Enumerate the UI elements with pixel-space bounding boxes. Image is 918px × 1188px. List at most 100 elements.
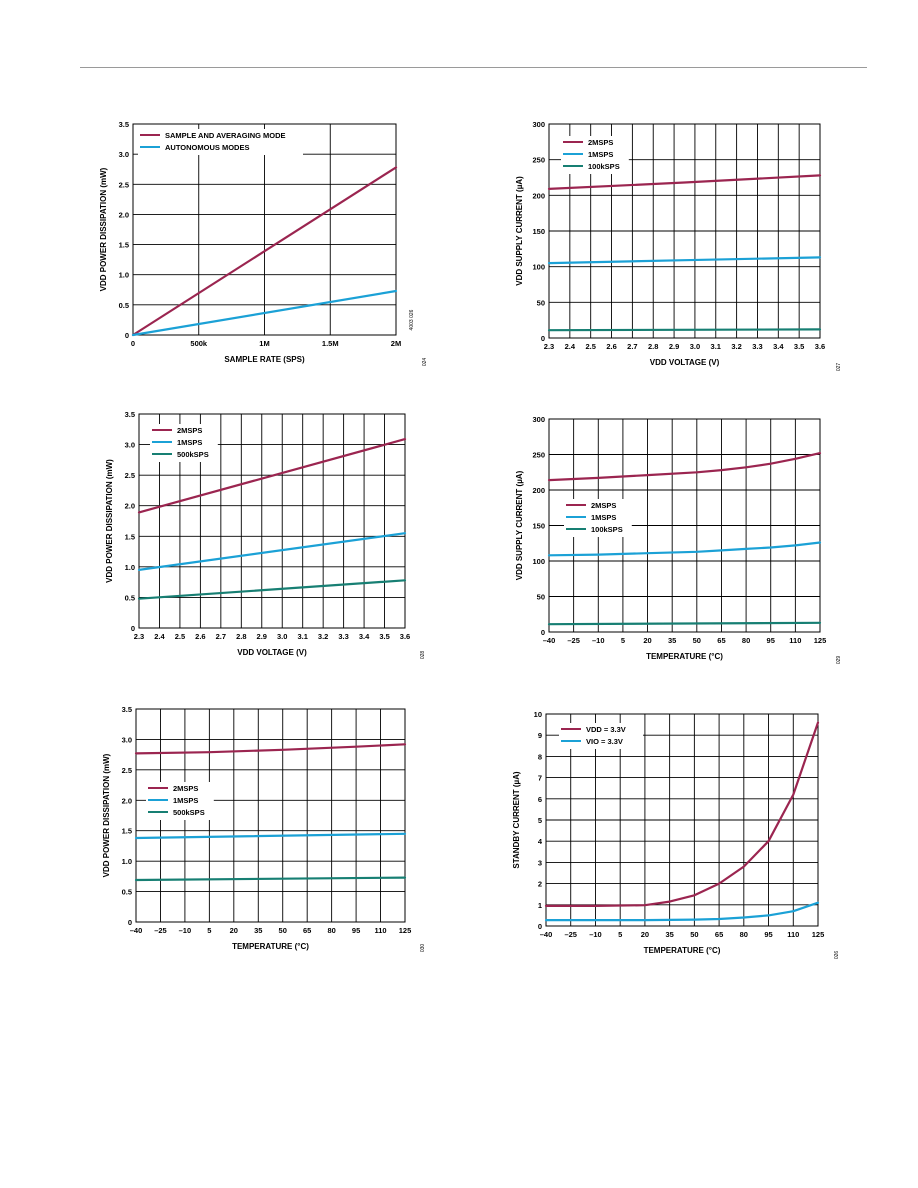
x-tick-label: –40 (540, 930, 553, 939)
x-tick-label: 2.4 (154, 632, 165, 641)
x-tick-label: 2.8 (648, 342, 658, 351)
x-tick-label: 2.5 (585, 342, 595, 351)
series-line-3 (547, 328, 822, 332)
y-tick-label: 1 (538, 901, 542, 910)
x-tick-label: 1M (259, 339, 269, 348)
series-line-1 (547, 174, 822, 190)
y-tick-label: 150 (532, 227, 545, 236)
legend-label: 1MSPS (588, 150, 613, 159)
x-tick-label: 2.8 (236, 632, 246, 641)
y-tick-label: 0 (131, 624, 135, 633)
y-tick-label: 3.5 (125, 410, 135, 419)
x-tick-label: 2.3 (544, 342, 554, 351)
figure-code: 026 (834, 951, 840, 960)
figure-code: 030 (420, 944, 426, 953)
chart-2: 2.3 2.4 2.5 2.6 2.7 2.8 2.9 3.0 3.1 3.2 3.3 3.4 3.5 3… (515, 120, 842, 371)
legend-label: 100kSPS (591, 525, 623, 534)
x-tick-label: 50 (693, 636, 701, 645)
x-tick-label: 3.0 (690, 342, 700, 351)
chart-5: –40 –25 –10 5 20 35 50 65 80 95 110 125 0 0.5 1.0 1.5 2.… (102, 705, 426, 952)
plot-frame (135, 708, 406, 923)
x-tick-label: 2.3 (134, 632, 144, 641)
series-line-1 (131, 166, 398, 337)
y-tick-label: 0.5 (122, 888, 132, 897)
x-tick-label: 95 (764, 930, 772, 939)
x-tick-label: 1.5M (322, 339, 339, 348)
y-axis-label: VDD POWER DISSIPATION (mW) (99, 167, 108, 291)
y-tick-label: 1.0 (119, 271, 129, 280)
x-tick-label: 5 (207, 926, 211, 935)
figure-code: 029 (836, 656, 842, 665)
series-line-2 (547, 541, 822, 557)
x-tick-label: 125 (399, 926, 412, 935)
x-tick-label: –25 (564, 930, 577, 939)
chart-1: 0 500k 1M 1.5M 2M 0 0.5 1.0 1.5 2.0 2.5 3.0 3.5 SAMPL… (99, 120, 428, 366)
y-tick-label: 2.0 (122, 796, 132, 805)
y-tick-label: 0 (125, 331, 129, 340)
x-tick-label: 500k (190, 339, 208, 348)
x-tick-label: 3.0 (277, 632, 287, 641)
plot-frame (548, 418, 821, 633)
y-tick-label: 0 (541, 628, 545, 637)
x-tick-label: –10 (589, 930, 602, 939)
x-tick-label: 3.2 (318, 632, 328, 641)
plot-frame (132, 123, 397, 336)
legend-label: 1MSPS (177, 438, 202, 447)
x-tick-label: 3.1 (297, 632, 307, 641)
y-tick-label: 2.5 (125, 471, 135, 480)
x-tick-label: 65 (717, 636, 725, 645)
y-tick-label: 2.5 (119, 180, 129, 189)
y-tick-label: 150 (532, 522, 545, 531)
legend-label: 500kSPS (173, 808, 205, 817)
y-tick-label: 3.0 (125, 441, 135, 450)
x-tick-label: –25 (567, 636, 580, 645)
legend-label: 1MSPS (591, 513, 616, 522)
x-tick-label: 2M (391, 339, 401, 348)
legend-label: SAMPLE AND AVERAGING MODE (165, 131, 286, 140)
y-axis-label: VDD SUPPLY CURRENT (µA) (515, 470, 524, 580)
x-tick-label: 35 (665, 930, 673, 939)
header-rule (80, 67, 867, 68)
y-tick-label: 1.5 (125, 532, 135, 541)
y-tick-label: 200 (532, 191, 545, 200)
x-tick-label: 2.7 (216, 632, 226, 641)
x-tick-label: 3.5 (379, 632, 389, 641)
series-line-3 (134, 876, 407, 882)
legend-label: 2MSPS (173, 784, 198, 793)
y-tick-label: 10 (534, 710, 542, 719)
figure-code: 028 (420, 651, 426, 660)
y-tick-label: 7 (538, 774, 542, 783)
y-tick-label: 0 (541, 334, 545, 343)
y-tick-label: 5 (538, 816, 542, 825)
x-tick-label: 95 (352, 926, 360, 935)
x-tick-label: 2.9 (669, 342, 679, 351)
series-line-1 (134, 743, 407, 755)
x-axis-label: SAMPLE RATE (SPS) (224, 355, 305, 364)
x-tick-label: 65 (303, 926, 311, 935)
x-axis-label: VDD VOLTAGE (V) (650, 358, 720, 367)
x-tick-label: 2.7 (627, 342, 637, 351)
y-tick-label: 0 (128, 918, 132, 927)
y-tick-label: 8 (538, 752, 542, 761)
y-tick-label: 2.0 (125, 502, 135, 511)
legend-box (559, 723, 643, 749)
x-tick-label: –25 (154, 926, 167, 935)
y-tick-label: 2 (538, 880, 542, 889)
legend-label: 2MSPS (588, 138, 613, 147)
y-tick-label: 100 (532, 557, 545, 566)
y-tick-label: 300 (532, 120, 545, 129)
figure-code: 027 (836, 363, 842, 372)
legend-label: 100kSPS (588, 162, 620, 171)
x-tick-label: 110 (787, 930, 799, 939)
y-tick-label: 250 (532, 451, 545, 460)
series-line-2 (544, 901, 820, 922)
y-axis-label: STANDBY CURRENT (µA) (512, 771, 521, 869)
y-tick-label: 200 (532, 486, 545, 495)
x-tick-label: 2.6 (606, 342, 616, 351)
legend-label: VDD = 3.3V (586, 725, 626, 734)
legend-label: 2MSPS (591, 501, 616, 510)
y-tick-label: 0 (538, 922, 542, 931)
x-tick-label: 125 (814, 636, 827, 645)
x-tick-label: 20 (643, 636, 651, 645)
